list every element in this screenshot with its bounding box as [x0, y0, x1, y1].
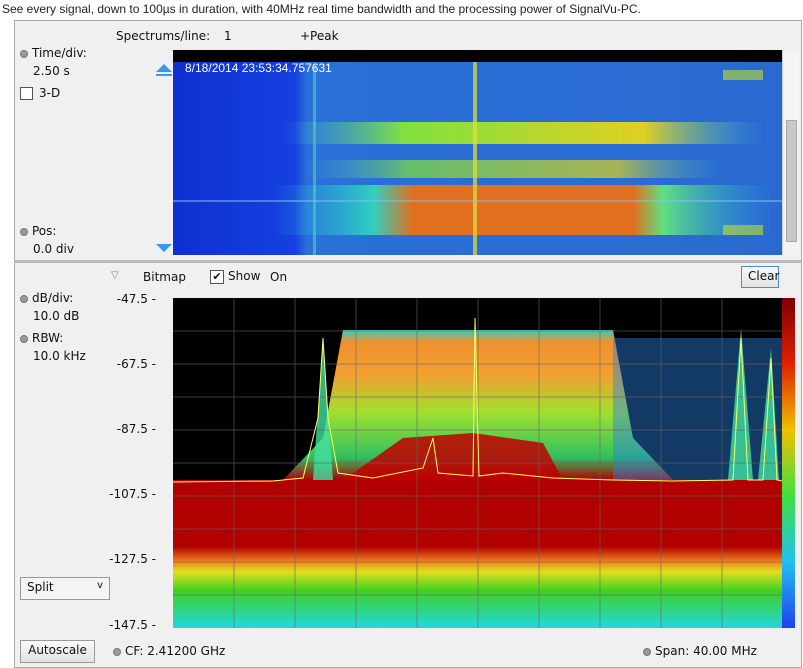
spectrogram-header: [173, 50, 782, 62]
scrollbar-thumb[interactable]: [786, 120, 797, 242]
color-scale-bar: [782, 298, 795, 628]
show-state: On: [270, 270, 288, 284]
knob-icon: [643, 647, 651, 656]
split-divider[interactable]: [14, 260, 801, 263]
knob-icon: [113, 647, 121, 656]
knob-icon: [20, 294, 28, 303]
span-control[interactable]: Span: 40.00 MHz: [643, 644, 757, 658]
show-checkbox[interactable]: ✔ Show: [210, 269, 260, 284]
timestamp: 8/18/2014 23:53:34.757631: [185, 61, 332, 75]
bottom-marker-icon[interactable]: [156, 244, 172, 252]
noise-haze: [613, 338, 782, 480]
bitmap-dropdown-icon[interactable]: ▽: [111, 270, 119, 281]
spectrogram-display[interactable]: 8/18/2014 23:53:34.757631: [173, 50, 782, 255]
db-div-label[interactable]: dB/div:: [20, 291, 73, 305]
knob-icon: [20, 227, 28, 236]
time-div-label[interactable]: Time/div:: [20, 46, 87, 60]
rbw-value: 10.0 kHz: [33, 349, 86, 363]
pos-value: 0.0 div: [33, 242, 74, 256]
spectrums-per-line-label: Spectrums/line:: [116, 29, 211, 43]
signal-line: [473, 62, 477, 255]
caption: See every signal, down to 100µs in durat…: [2, 2, 641, 16]
signal-blip: [723, 225, 763, 235]
signal-line: [313, 65, 316, 255]
y-tick: -147.5 -: [109, 618, 156, 632]
three-d-checkbox[interactable]: 3-D: [20, 86, 60, 100]
y-tick: -87.5 -: [116, 422, 156, 436]
db-div-value: 10.0 dB: [33, 309, 80, 323]
rbw-label[interactable]: RBW:: [20, 331, 63, 345]
clear-button[interactable]: Clear: [741, 266, 779, 288]
signal-band: [273, 185, 773, 235]
spectrums-per-line-value[interactable]: 1: [224, 29, 232, 43]
signal-blip: [723, 70, 763, 80]
view-select[interactable]: Split v: [20, 577, 110, 600]
knob-icon: [20, 49, 28, 58]
peak-trace: [173, 317, 783, 483]
signal-line: [173, 200, 782, 202]
top-marker-icon[interactable]: [156, 64, 172, 72]
y-tick: -67.5 -: [116, 357, 156, 371]
signal-spike: [728, 328, 753, 480]
autoscale-button[interactable]: Autoscale: [20, 640, 95, 663]
y-tick: -127.5 -: [109, 552, 156, 566]
detector-value[interactable]: +Peak: [300, 29, 339, 43]
pos-label[interactable]: Pos:: [20, 224, 56, 238]
signal-band: [303, 160, 723, 178]
cf-control[interactable]: CF: 2.41200 GHz: [113, 644, 225, 658]
grid: [173, 298, 782, 628]
top-marker-bar: [156, 74, 172, 76]
chevron-down-icon: v: [97, 580, 103, 591]
knob-icon: [20, 334, 28, 343]
spectrogram-scrollbar[interactable]: [782, 50, 799, 255]
signal-spike: [313, 338, 333, 480]
time-div-value: 2.50 s: [33, 64, 70, 78]
signal-band: [283, 122, 763, 144]
signal-spike: [758, 348, 779, 480]
check-icon: ✔: [210, 269, 224, 284]
y-tick: -107.5 -: [109, 487, 156, 501]
signal-hump: [343, 433, 563, 480]
spectrum-display[interactable]: [173, 298, 795, 628]
y-tick: -47.5 -: [116, 292, 156, 306]
bitmap-label: Bitmap: [143, 270, 186, 284]
